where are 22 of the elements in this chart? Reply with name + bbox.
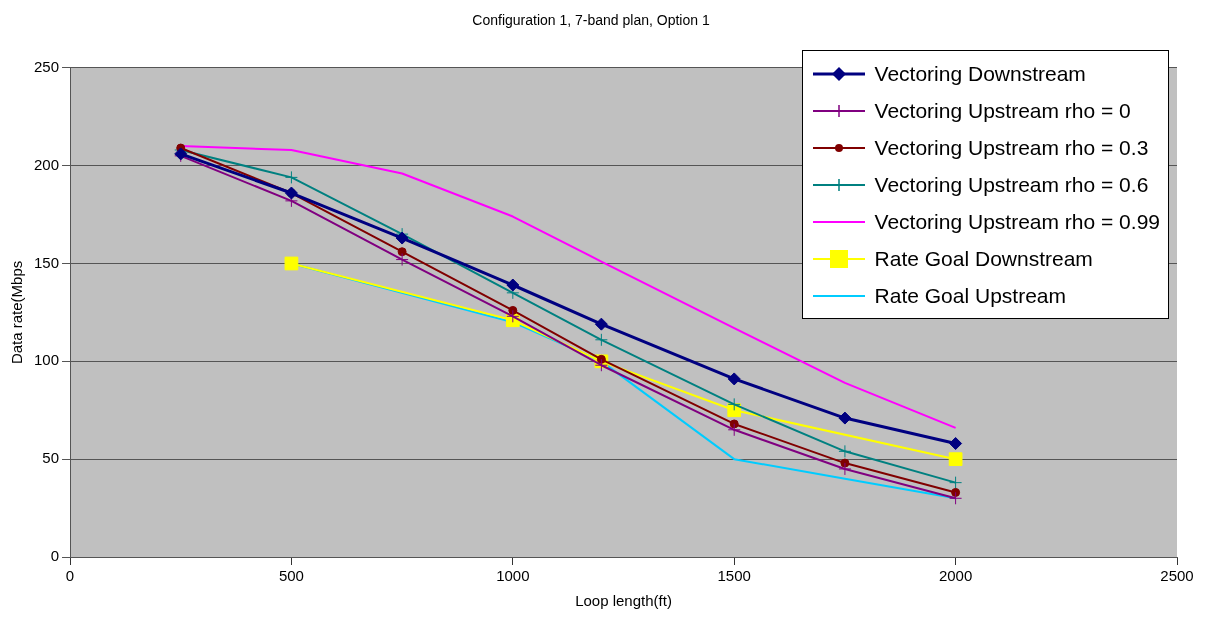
legend-label: Rate Goal Downstream bbox=[874, 246, 1093, 271]
legend-label: Vectoring Upstream rho = 0.99 bbox=[874, 209, 1160, 234]
legend-label: Vectoring Downstream bbox=[874, 61, 1086, 86]
legend-label: Vectoring Upstream rho = 0 bbox=[874, 98, 1131, 123]
chart-title: Configuration 1, 7-band plan, Option 1 bbox=[472, 12, 710, 29]
x-tick-label: 1500 bbox=[717, 567, 751, 585]
y-tick-label: 0 bbox=[50, 547, 60, 565]
legend-label: Vectoring Upstream rho = 0.6 bbox=[874, 172, 1149, 197]
y-axis-title: Data rate(Mbps bbox=[8, 260, 26, 365]
legend-label: Rate Goal Upstream bbox=[874, 283, 1066, 308]
y-tick-label: 150 bbox=[34, 253, 60, 271]
y-tick-label: 50 bbox=[42, 449, 60, 467]
x-tick-label: 1000 bbox=[496, 567, 530, 585]
x-tick-label: 2000 bbox=[938, 567, 973, 585]
x-axis-title: Loop length(ft) bbox=[575, 592, 672, 610]
x-tick-label: 0 bbox=[65, 567, 75, 585]
y-tick-label: 250 bbox=[34, 57, 60, 75]
x-tick-label: 2500 bbox=[1160, 567, 1194, 585]
y-tick-label: 200 bbox=[34, 155, 60, 173]
y-tick-label: 100 bbox=[34, 351, 60, 369]
x-tick-label: 500 bbox=[278, 567, 304, 585]
legend-label: Vectoring Upstream rho = 0.3 bbox=[874, 135, 1149, 160]
